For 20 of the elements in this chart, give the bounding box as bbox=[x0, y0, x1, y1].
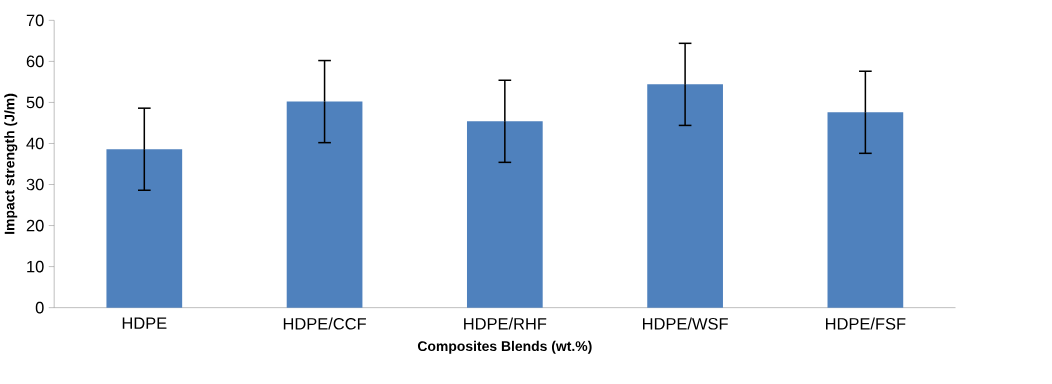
y-tick-label: 0 bbox=[35, 301, 44, 314]
x-axis-title: Composites Blends (wt.%) bbox=[417, 340, 592, 354]
bar bbox=[286, 101, 363, 308]
bar bbox=[827, 112, 904, 308]
y-tick-label: 30 bbox=[26, 178, 44, 191]
y-tick-label: 10 bbox=[27, 260, 44, 273]
y-tick-label: 50 bbox=[26, 96, 44, 109]
y-tick-label: 70 bbox=[26, 14, 44, 27]
y-tick-label: 60 bbox=[26, 55, 44, 68]
x-tick-label: HDPE bbox=[122, 317, 167, 329]
bar bbox=[106, 149, 183, 308]
x-tick-label: HDPE/FSF bbox=[826, 317, 906, 330]
x-tick-label: HDPE/CCF bbox=[283, 317, 366, 330]
bar bbox=[466, 121, 543, 308]
x-tick-label: HDPE/WSF bbox=[643, 317, 728, 330]
x-tick-label: HDPE/RHF bbox=[464, 317, 547, 330]
y-axis-title: Impact strength (J/m) bbox=[4, 93, 18, 234]
y-tick-label: 20 bbox=[26, 219, 44, 232]
bar bbox=[647, 84, 723, 308]
y-tick-label: 40 bbox=[26, 137, 44, 150]
